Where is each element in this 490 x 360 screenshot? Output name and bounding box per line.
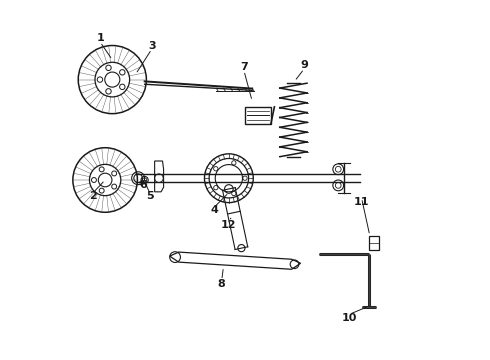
Text: 5: 5 xyxy=(146,191,154,201)
Text: 4: 4 xyxy=(211,206,219,216)
Text: 6: 6 xyxy=(139,180,147,190)
Text: 12: 12 xyxy=(221,220,237,230)
Text: 8: 8 xyxy=(218,279,225,289)
Text: 10: 10 xyxy=(342,313,357,323)
Text: 7: 7 xyxy=(240,62,248,72)
Text: 3: 3 xyxy=(148,41,155,50)
Bar xyxy=(368,235,379,250)
Text: 2: 2 xyxy=(89,191,97,201)
Text: 1: 1 xyxy=(96,33,104,43)
Text: 11: 11 xyxy=(354,197,369,207)
Bar xyxy=(245,107,271,124)
Text: 9: 9 xyxy=(300,60,308,70)
